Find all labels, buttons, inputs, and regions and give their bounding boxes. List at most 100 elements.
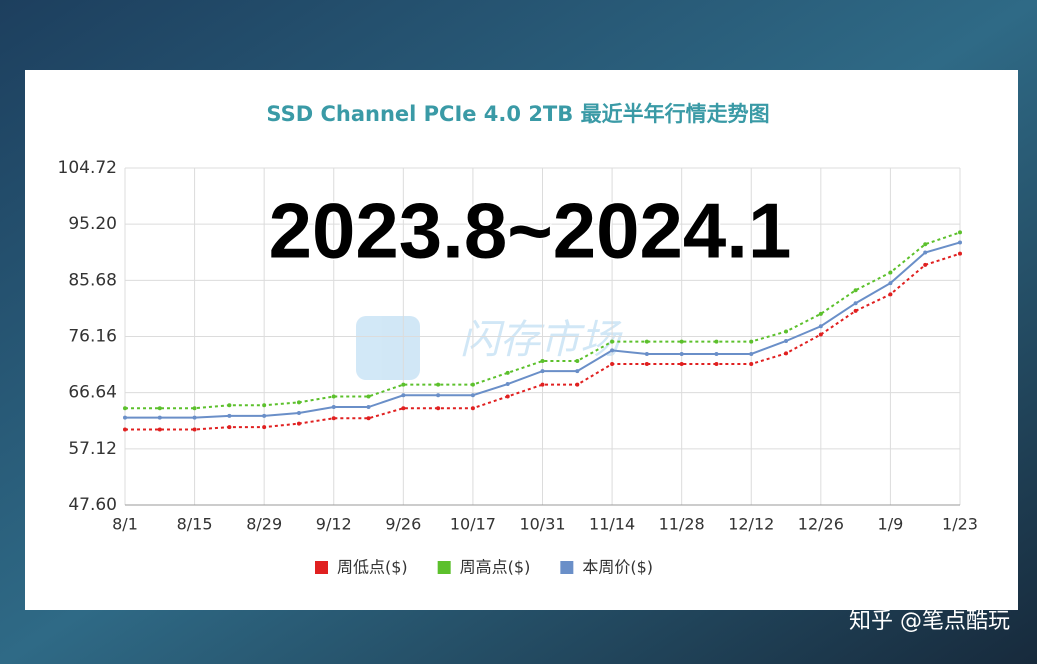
point — [749, 351, 754, 356]
point — [610, 348, 615, 353]
point — [262, 413, 267, 418]
point — [540, 359, 545, 364]
x-tick-label: 9/12 — [316, 515, 352, 534]
point — [644, 351, 649, 356]
point — [157, 415, 162, 420]
x-tick-label: 11/28 — [659, 515, 705, 534]
legend-label: 本周价($) — [582, 558, 653, 577]
point — [784, 338, 789, 343]
point — [540, 382, 545, 387]
y-tick-label: 104.72 — [58, 158, 117, 178]
point — [679, 339, 684, 344]
x-tick-label: 8/29 — [246, 515, 282, 534]
point — [123, 427, 127, 432]
point — [575, 382, 580, 387]
point — [575, 359, 580, 364]
chart-title: SSD Channel PCIe 4.0 2TB 最近半年行情走势图 — [266, 102, 769, 126]
y-tick-label: 47.60 — [68, 495, 117, 515]
point — [853, 308, 858, 313]
point — [227, 403, 232, 408]
point — [401, 393, 406, 398]
x-tick-label: 10/17 — [450, 515, 496, 534]
point — [401, 382, 406, 387]
point — [401, 406, 406, 411]
point — [644, 361, 649, 366]
x-tick-label: 12/26 — [798, 515, 844, 534]
point — [749, 361, 754, 366]
point — [888, 270, 893, 275]
watermark-logo — [356, 316, 420, 380]
point — [714, 339, 719, 344]
point — [888, 281, 893, 286]
point — [505, 370, 510, 375]
point — [192, 415, 197, 420]
y-tick-label: 57.12 — [68, 439, 117, 459]
point — [470, 393, 475, 398]
watermark-text: 闪存市场 — [460, 317, 623, 363]
point — [366, 394, 371, 399]
legend-label: 周低点($) — [337, 558, 408, 577]
point — [331, 405, 336, 410]
point — [923, 262, 928, 267]
point — [853, 301, 858, 306]
point — [853, 288, 858, 293]
point — [818, 324, 823, 329]
y-tick-label: 76.16 — [68, 327, 117, 347]
overlay-text: 2023.8~2024.1 — [269, 187, 792, 275]
x-tick-label: 1/23 — [942, 515, 978, 534]
point — [192, 427, 197, 432]
point — [818, 311, 823, 316]
point — [784, 351, 789, 356]
y-tick-label: 66.64 — [68, 383, 117, 403]
point — [679, 361, 684, 366]
point — [679, 351, 684, 356]
x-tick-label: 9/26 — [385, 515, 421, 534]
point — [227, 413, 232, 418]
point — [366, 405, 371, 410]
point — [296, 410, 301, 415]
point — [644, 339, 649, 344]
x-tick-label: 12/12 — [728, 515, 774, 534]
watermark: 闪存市场 — [356, 316, 623, 380]
point — [505, 394, 510, 399]
point — [610, 361, 615, 366]
point — [331, 416, 336, 421]
legend-swatch — [315, 561, 328, 574]
point — [470, 382, 475, 387]
x-tick-label: 1/9 — [878, 515, 904, 534]
credit: 知乎 @笔点酷玩 — [849, 609, 1010, 634]
point — [262, 403, 267, 408]
point — [540, 369, 545, 374]
legend-swatch — [437, 561, 451, 574]
y-tick-label: 85.68 — [68, 270, 117, 290]
x-tick-label: 8/1 — [112, 515, 138, 534]
x-tick-label: 11/14 — [589, 515, 635, 534]
point — [157, 406, 162, 411]
point — [923, 242, 928, 247]
point — [262, 425, 267, 430]
point — [505, 382, 510, 387]
panel — [25, 70, 1018, 610]
point — [749, 339, 754, 344]
point — [123, 406, 127, 411]
point — [714, 361, 719, 366]
point — [714, 351, 719, 356]
point — [888, 292, 893, 297]
point — [436, 406, 441, 411]
point — [192, 406, 197, 411]
point — [958, 251, 962, 256]
point — [436, 393, 441, 398]
point — [818, 332, 823, 337]
legend-label: 周高点($) — [460, 558, 531, 577]
x-tick-label: 10/31 — [519, 515, 565, 534]
point — [575, 369, 580, 374]
point — [123, 415, 127, 420]
point — [958, 230, 962, 235]
legend-swatch — [560, 561, 574, 574]
point — [157, 427, 162, 432]
point — [436, 382, 441, 387]
point — [923, 250, 928, 255]
point — [227, 425, 232, 430]
